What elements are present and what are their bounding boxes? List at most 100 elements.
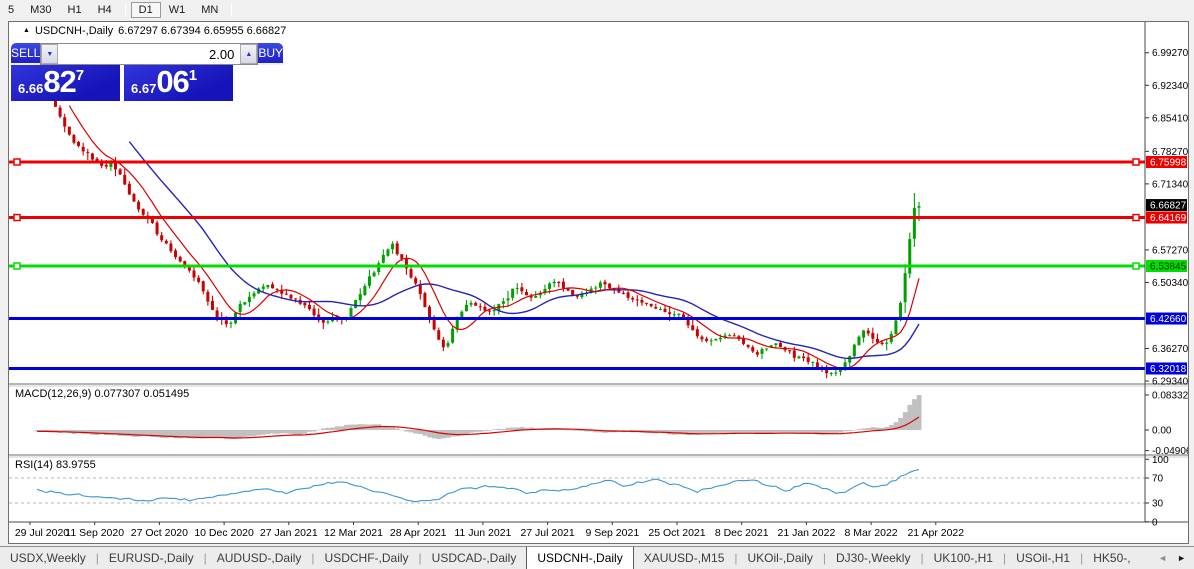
price-chart-canvas[interactable]: 6.99270 6.92340 6.85410 6.78270 6.71340 6.572… [9,22,1188,543]
macd-indicator-label: MACD(12,26,9) 0.077307 0.051495 [15,388,190,400]
hline-handle[interactable] [1132,262,1140,270]
timeframe-toolbar: 5 M30 H1 H4 D1 W1 MN [0,0,1194,20]
svg-text:6.53845: 6.53845 [1150,262,1187,273]
hline-handle[interactable] [13,213,21,222]
chart-title: ▲ USDCNH-,Daily 6.67297 6.67394 6.65955 … [23,25,286,37]
volume-input[interactable] [58,44,241,64]
price-badge-6.75998 [1146,156,1187,168]
tab-separator: | [920,551,924,565]
tab-separator: | [203,551,207,565]
buy-button[interactable]: BUY [258,43,284,65]
buy-price-pip-digit: 1 [188,67,198,84]
tab-usdcnh-daily[interactable]: USDCNH-,Daily [526,547,634,569]
date-axis-label: 27 Jul 2021 [520,527,574,539]
timeframe-button-w1[interactable]: W1 [168,4,186,16]
tab-separator: | [1080,551,1084,565]
date-axis-label: 27 Oct 2020 [131,527,188,539]
tab-xauusd-m15[interactable]: XAUUSD-,M15 [643,551,725,565]
svg-text:6.32018: 6.32018 [1150,364,1187,375]
macd-axis-label: -0.049068 [1152,446,1188,457]
price-axis-label: 6.36270 [1152,344,1188,355]
macd-axis-label: 0.083325 [1152,391,1188,402]
tab-usoil-h1[interactable]: USOil-,H1 [1016,551,1071,565]
collapse-arrow-icon[interactable]: ▲ [23,26,30,34]
rsi-axis-label: 0 [1152,517,1158,528]
rsi-pane [9,469,1145,504]
hline-handle[interactable] [1132,158,1140,166]
date-axis-label: 11 Jun 2021 [454,527,511,539]
tab-audusd-daily[interactable]: AUDUSD-,Daily [216,551,302,565]
date-axis-label: 27 Jan 2021 [260,527,318,539]
timeframe-button-m30[interactable]: M30 [30,4,52,16]
rsi-axis-label: 30 [1152,499,1164,510]
sell-price-display[interactable]: 6.66 82 7 [11,65,120,101]
hline-handle[interactable] [1132,213,1140,222]
buy-price-display[interactable]: 6.67 06 1 [124,65,233,101]
date-axis-label: 25 Oct 2021 [648,527,705,539]
date-axis-label: 11 Sep 2020 [65,527,124,539]
price-axis-label: 6.71340 [1152,179,1188,190]
timeframe-button-h4[interactable]: H4 [97,4,112,16]
chart-window: 6.99270 6.92340 6.85410 6.78270 6.71340 6.572… [8,21,1189,544]
svg-text:6.66827: 6.66827 [1150,201,1187,212]
horizontal-line-objects [9,158,1145,370]
date-axis-label: 8 Dec 2021 [715,527,769,539]
tab-uk100-h1[interactable]: UK100-,H1 [933,551,993,565]
volume-decrease-button[interactable]: ▼ [41,44,59,64]
sell-price-prefix: 6.66 [18,81,44,96]
timeframe-button-h1[interactable]: H1 [67,4,82,16]
date-axis-label: 21 Jan 2022 [777,527,835,539]
tab-eurusd-daily[interactable]: EURUSD-,Daily [108,551,194,565]
rsi-indicator-label: RSI(14) 83.9755 [15,459,96,471]
price-axis-label: 6.78270 [1152,147,1188,158]
tab-separator: | [95,551,99,565]
chart-tab-bar: USDX,Weekly | EURUSD-,Daily | AUDUSD-,Daily |… [0,546,1194,569]
macd-axis-label: 0.00 [1152,426,1172,437]
svg-text:6.75998: 6.75998 [1150,158,1187,169]
hline-handle[interactable] [13,262,21,270]
macd-pane [34,395,922,440]
tab-scroll-right-icon[interactable]: ► [1177,553,1186,563]
tab-separator: | [822,551,826,565]
sell-price-pip-digit: 7 [75,67,85,84]
chart-ohlc-values: 6.67297 6.67394 6.65955 6.66827 [118,25,287,37]
chart-background [9,22,1188,543]
one-click-trade-panel: SELL ▼ ▲ BUY 6.66 82 7 6.67 06 1 [11,43,284,101]
volume-box: ▼ ▲ [40,43,259,65]
volume-increase-button[interactable]: ▲ [240,44,258,64]
tab-scroll-left-icon[interactable]: ◄ [1158,553,1168,563]
toolbar-separator [124,3,126,17]
tab-separator: | [418,551,422,565]
timeframe-button-d1[interactable]: D1 [130,2,161,18]
date-axis-label: 8 Mar 2022 [845,527,898,539]
ma-fast-line [68,105,920,370]
price-badge-6.64169 [1146,211,1187,224]
tab-usdcad-daily[interactable]: USDCAD-,Daily [431,551,517,565]
tab-ukoil-daily[interactable]: UKOil-,Daily [747,551,813,565]
hline-handle[interactable] [13,158,21,166]
tab-usdx-weekly[interactable]: USDX,Weekly [10,551,86,565]
rsi-axis-label: 100 [1152,455,1169,466]
timeframe-button-5[interactable]: 5 [8,4,15,16]
tab-dj30-weekly[interactable]: DJ30-,Weekly [835,551,911,565]
price-axis-label: 6.50340 [1152,278,1188,289]
price-axis-label: 6.57270 [1152,245,1188,256]
timeframe-button-mn[interactable]: MN [201,4,219,16]
price-badge-6.32018 [1146,362,1187,375]
date-axis-label: 9 Sep 2021 [585,527,639,539]
rsi-axis-label: 70 [1152,474,1164,485]
tab-scroll-buttons: ◄ ► [1150,547,1194,569]
toolbar-separator [231,3,233,17]
last-price-badge [1146,199,1187,212]
sell-price-big-digits: 82 [43,64,76,99]
tab-usdchf-daily[interactable]: USDCHF-,Daily [324,551,409,565]
sell-button[interactable]: SELL [11,43,41,65]
date-axis-label: 21 Apr 2022 [907,527,964,539]
tab-hk50[interactable]: HK50-, [1093,551,1131,565]
buy-price-prefix: 6.67 [131,81,157,96]
date-axis-label: 29 Jul 2020 [15,527,69,539]
date-axis-label: 28 Apr 2021 [390,527,447,539]
price-axis-label: 6.99270 [1152,48,1188,59]
date-axis-label: 12 Mar 2021 [324,527,383,539]
